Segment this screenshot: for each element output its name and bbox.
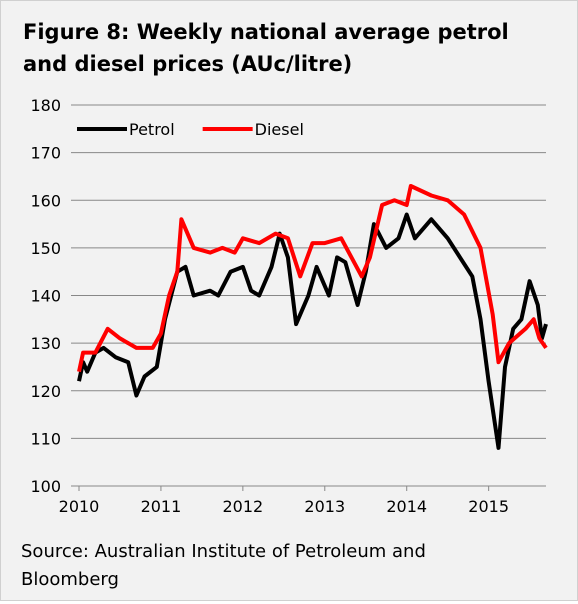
chart-title: Figure 8: Weekly national average petrol… [23,20,516,76]
x-tick-label: 2015 [468,497,509,516]
x-tick-label: 2013 [304,497,345,516]
y-tick-label: 170 [30,144,61,163]
legend: Petrol Diesel [77,120,304,139]
legend-label: Diesel [255,120,304,139]
chart-title: and diesel prices (AUc/litre) [23,52,352,76]
series-line [77,212,548,450]
y-tick-label: 160 [30,191,61,210]
source-note: Source: Australian Institute of Petroleu… [21,541,432,590]
x-tick-label: 2012 [223,497,264,516]
y-tick-label: 100 [30,477,61,496]
y-tick-label: 180 [30,96,61,115]
source-note: Source: Australian Institute of Petroleu… [21,541,426,562]
x-tick-label: 2014 [386,497,427,516]
y-tick-label: 110 [30,429,61,448]
y-tick-label: 140 [30,287,61,306]
chart-title: Figure 8: Weekly national average petrol [23,20,509,44]
x-tick-label: 2011 [141,497,182,516]
legend-label: Petrol [129,120,175,139]
y-tick-label: 150 [30,239,61,258]
y-tick-label: 120 [30,382,61,401]
series-line [77,184,548,373]
y-tick-label: 130 [30,334,61,353]
x-tick-label: 2010 [59,497,100,516]
source-note: Bloomberg [21,569,119,590]
